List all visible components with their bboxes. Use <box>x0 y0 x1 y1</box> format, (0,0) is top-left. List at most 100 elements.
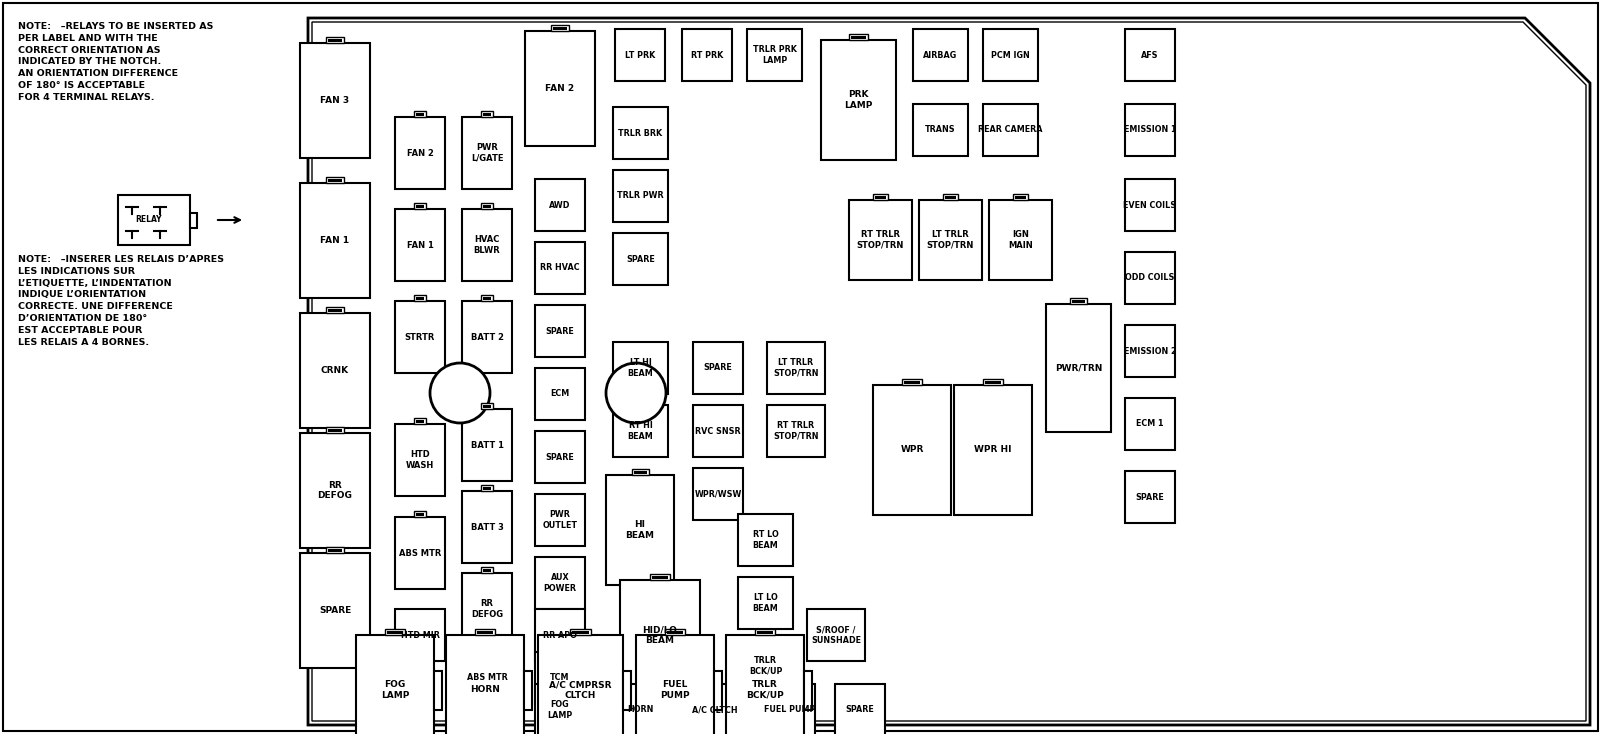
Bar <box>554 27 567 30</box>
Text: CRNK: CRNK <box>320 366 349 375</box>
Text: SPARE: SPARE <box>546 327 575 335</box>
Bar <box>738 640 792 692</box>
Bar <box>613 342 668 394</box>
Text: FAN 2: FAN 2 <box>546 84 575 93</box>
Bar <box>480 485 493 491</box>
Bar <box>690 684 740 734</box>
Bar <box>118 195 191 245</box>
Bar <box>434 672 442 710</box>
Bar <box>613 405 668 457</box>
Text: SPARE: SPARE <box>845 705 874 714</box>
Text: FUEL
PUMP: FUEL PUMP <box>660 680 690 700</box>
Bar <box>535 652 584 704</box>
Bar <box>328 309 341 312</box>
Bar <box>1126 179 1175 231</box>
Bar <box>484 487 492 490</box>
Text: SPARE: SPARE <box>546 452 575 462</box>
Bar <box>463 652 512 704</box>
Text: RR
DEFOG: RR DEFOG <box>317 481 352 500</box>
Text: LT PRK: LT PRK <box>624 51 655 59</box>
Bar <box>756 629 775 635</box>
Bar <box>1012 194 1028 200</box>
Bar <box>1126 29 1175 81</box>
Bar <box>355 635 434 734</box>
Bar <box>821 40 897 160</box>
Bar <box>191 213 197 228</box>
Text: WPR: WPR <box>900 446 924 454</box>
Text: LT LO
BEAM: LT LO BEAM <box>752 593 778 613</box>
Bar <box>327 177 344 183</box>
Text: STRTR: STRTR <box>405 333 435 341</box>
Bar <box>480 567 493 573</box>
Text: RELAY: RELAY <box>134 216 162 225</box>
Bar <box>613 107 668 159</box>
Text: TRLR
BCK/UP: TRLR BCK/UP <box>746 680 784 700</box>
Bar <box>327 307 344 313</box>
Text: FAN 1: FAN 1 <box>320 236 349 245</box>
Text: S/ROOF /
SUNSHADE: S/ROOF / SUNSHADE <box>812 625 861 644</box>
Bar <box>416 113 424 116</box>
Bar <box>849 200 913 280</box>
Bar <box>873 385 951 515</box>
Text: TRLR PWR: TRLR PWR <box>618 192 664 200</box>
Text: ABS MTR: ABS MTR <box>399 548 442 558</box>
Bar <box>538 635 623 734</box>
Bar <box>535 305 584 357</box>
Bar <box>615 684 664 734</box>
Text: SPARE: SPARE <box>1135 493 1164 501</box>
Bar <box>535 179 584 231</box>
Bar <box>1015 196 1026 199</box>
Bar <box>905 381 919 384</box>
Text: FOG
LAMP: FOG LAMP <box>381 680 410 700</box>
Bar <box>636 635 714 734</box>
Bar <box>983 379 1002 385</box>
Bar <box>849 34 868 40</box>
Text: LT TRLR
STOP/TRN: LT TRLR STOP/TRN <box>773 358 818 378</box>
Bar <box>387 631 403 634</box>
Bar <box>413 418 426 424</box>
Bar <box>416 513 424 516</box>
Text: TRLR
BCK/UP: TRLR BCK/UP <box>749 656 783 676</box>
Bar <box>767 342 825 394</box>
Bar <box>413 511 426 517</box>
Bar <box>1071 298 1087 304</box>
Text: RT LO
BEAM: RT LO BEAM <box>752 530 778 550</box>
Bar <box>484 205 492 208</box>
Bar <box>913 29 969 81</box>
Text: RT PRK: RT PRK <box>692 51 724 59</box>
Text: NOTE:   –RELAYS TO BE INSERTED AS
PER LABEL AND WITH THE
CORRECT ORIENTATION AS
: NOTE: –RELAYS TO BE INSERTED AS PER LABE… <box>18 22 213 102</box>
Text: HORN: HORN <box>628 705 653 714</box>
Bar <box>299 433 370 548</box>
Text: EMISSION 2: EMISSION 2 <box>1124 346 1177 355</box>
Bar <box>613 233 668 285</box>
Bar <box>767 405 825 457</box>
Text: HVAC
BLWR: HVAC BLWR <box>474 236 501 255</box>
Text: EMISSION 1: EMISSION 1 <box>1124 126 1177 134</box>
Text: A/C CMPRSR
CLTCH: A/C CMPRSR CLTCH <box>549 680 612 700</box>
Bar <box>623 672 631 710</box>
Text: LT TRLR
STOP/TRN: LT TRLR STOP/TRN <box>927 230 973 250</box>
Text: TRLR BRK: TRLR BRK <box>618 128 663 137</box>
Text: FAN 3: FAN 3 <box>320 96 349 105</box>
Bar <box>299 553 370 668</box>
Text: RT TRLR
STOP/TRN: RT TRLR STOP/TRN <box>857 230 905 250</box>
Bar <box>634 471 647 474</box>
Bar <box>873 194 889 200</box>
Bar <box>807 609 865 661</box>
Bar <box>714 672 722 710</box>
Bar <box>943 194 959 200</box>
Text: PWR/TRN: PWR/TRN <box>1055 363 1101 372</box>
Bar <box>395 301 445 373</box>
Bar <box>395 209 445 281</box>
Bar <box>477 631 493 634</box>
Bar <box>666 629 685 635</box>
Bar <box>535 431 584 483</box>
Text: FUEL PUMP: FUEL PUMP <box>764 705 815 714</box>
Bar <box>903 379 922 385</box>
Bar <box>480 403 493 409</box>
Circle shape <box>607 363 666 423</box>
Text: HTD MIR: HTD MIR <box>400 631 439 639</box>
Bar <box>1126 252 1175 304</box>
Text: BATT 1: BATT 1 <box>471 440 503 449</box>
Bar <box>525 31 596 146</box>
